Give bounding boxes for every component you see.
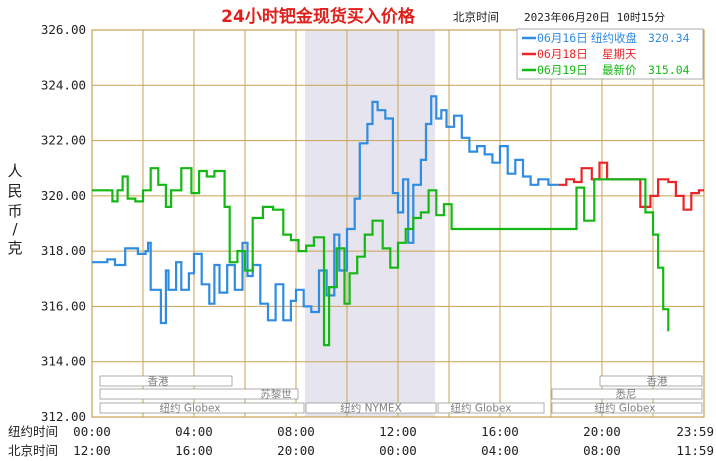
series-lines — [92, 95, 704, 347]
row-label-newyork: 纽约时间 — [8, 424, 58, 439]
legend-value-0616: 320.34 — [648, 31, 690, 45]
series-line-2 — [558, 161, 704, 211]
y-axis-label-char: 人 — [7, 162, 22, 180]
y-axis-label-char: 币 — [7, 202, 22, 220]
x-tick-label-beijing: 16:00 — [175, 443, 213, 458]
legend-date-0618: 06月18日 — [537, 47, 588, 61]
timezone-label: 北京时间 — [453, 10, 499, 24]
session-hongkong-1: 香港 — [148, 376, 169, 388]
timestamp: 2023年06月20日 10时15分 — [524, 10, 665, 24]
x-tick-label-beijing: 11:59 — [676, 443, 714, 458]
x-tick-label-newyork: 00:00 — [73, 424, 111, 439]
y-tick-label: 324.00 — [41, 77, 86, 92]
y-tick-label: 320.00 — [41, 188, 86, 203]
legend-tag-0618: 星期天 — [602, 47, 637, 61]
session-bands: 香港 苏黎世 纽约 Globex 纽约 NYMEX 纽约 Globex 悉尼 香… — [99, 376, 703, 415]
x-tick-label-beijing: 08:00 — [583, 443, 621, 458]
y-axis-label: 人 民 币 / 克 — [7, 162, 22, 257]
y-tick-label: 326.00 — [41, 22, 86, 37]
legend-value-0619: 315.04 — [648, 63, 690, 77]
legend-box — [516, 28, 704, 80]
y-axis-label-char: 克 — [7, 239, 22, 257]
y-axis-label-char: / — [12, 220, 18, 238]
x-tick-label-newyork: 23:59 — [676, 424, 714, 439]
x-tick-label-beijing: 20:00 — [277, 443, 315, 458]
y-tick-label: 316.00 — [41, 298, 86, 313]
row-label-beijing: 北京时间 — [8, 443, 58, 458]
session-zurich: 苏黎世 — [260, 388, 292, 401]
y-tick-label: 314.00 — [41, 354, 86, 369]
legend-date-0616: 06月16日 — [537, 31, 588, 45]
legend-tag-0616: 纽约收盘 — [591, 31, 637, 45]
x-tick-label-beijing: 12:00 — [73, 443, 111, 458]
chart-title: 24小时钯金现货买入价格 — [221, 6, 416, 27]
x-tick-label-beijing: 00:00 — [379, 443, 417, 458]
x-tick-label-newyork: 16:00 — [481, 424, 519, 439]
session-globex-3: 纽约 Globex — [595, 402, 656, 415]
legend-date-0619: 06月19日 — [537, 63, 588, 77]
x-tick-label-newyork: 12:00 — [379, 424, 417, 439]
session-globex-1: 纽约 Globex — [160, 402, 221, 415]
series-line-3 — [92, 167, 670, 347]
y-tick-label: 318.00 — [41, 243, 86, 258]
grid — [92, 29, 704, 418]
nymex-session-shade — [305, 30, 435, 417]
series-line-1 — [92, 95, 559, 325]
session-globex-2: 纽约 Globex — [451, 402, 512, 415]
session-hongkong-2: 香港 — [647, 376, 668, 388]
y-tick-labels: 326.00 324.00 322.00 320.00 318.00 316.00 314.… — [41, 22, 86, 424]
x-tick-label-newyork: 08:00 — [277, 424, 315, 439]
x-tick-labels: 00:00 12:00 04:00 16:00 08:00 20:00 12:00 00:00… — [73, 424, 714, 458]
plot-frame — [91, 29, 705, 418]
y-tick-label: 322.00 — [41, 133, 86, 148]
x-tick-label-beijing: 04:00 — [481, 443, 519, 458]
y-axis-label-char: 民 — [7, 182, 22, 200]
legend-tag-0619: 最新价 — [602, 63, 637, 77]
y-tick-label: 312.00 — [41, 409, 86, 424]
x-tick-label-newyork: 04:00 — [175, 424, 213, 439]
legend: 06月16日 纽约收盘 320.34 06月18日 星期天 06月19日 最新价… — [516, 28, 704, 80]
session-sydney: 悉尼 — [616, 389, 637, 401]
x-tick-label-newyork: 20:00 — [583, 424, 621, 439]
session-nymex: 纽约 NYMEX — [340, 402, 402, 415]
